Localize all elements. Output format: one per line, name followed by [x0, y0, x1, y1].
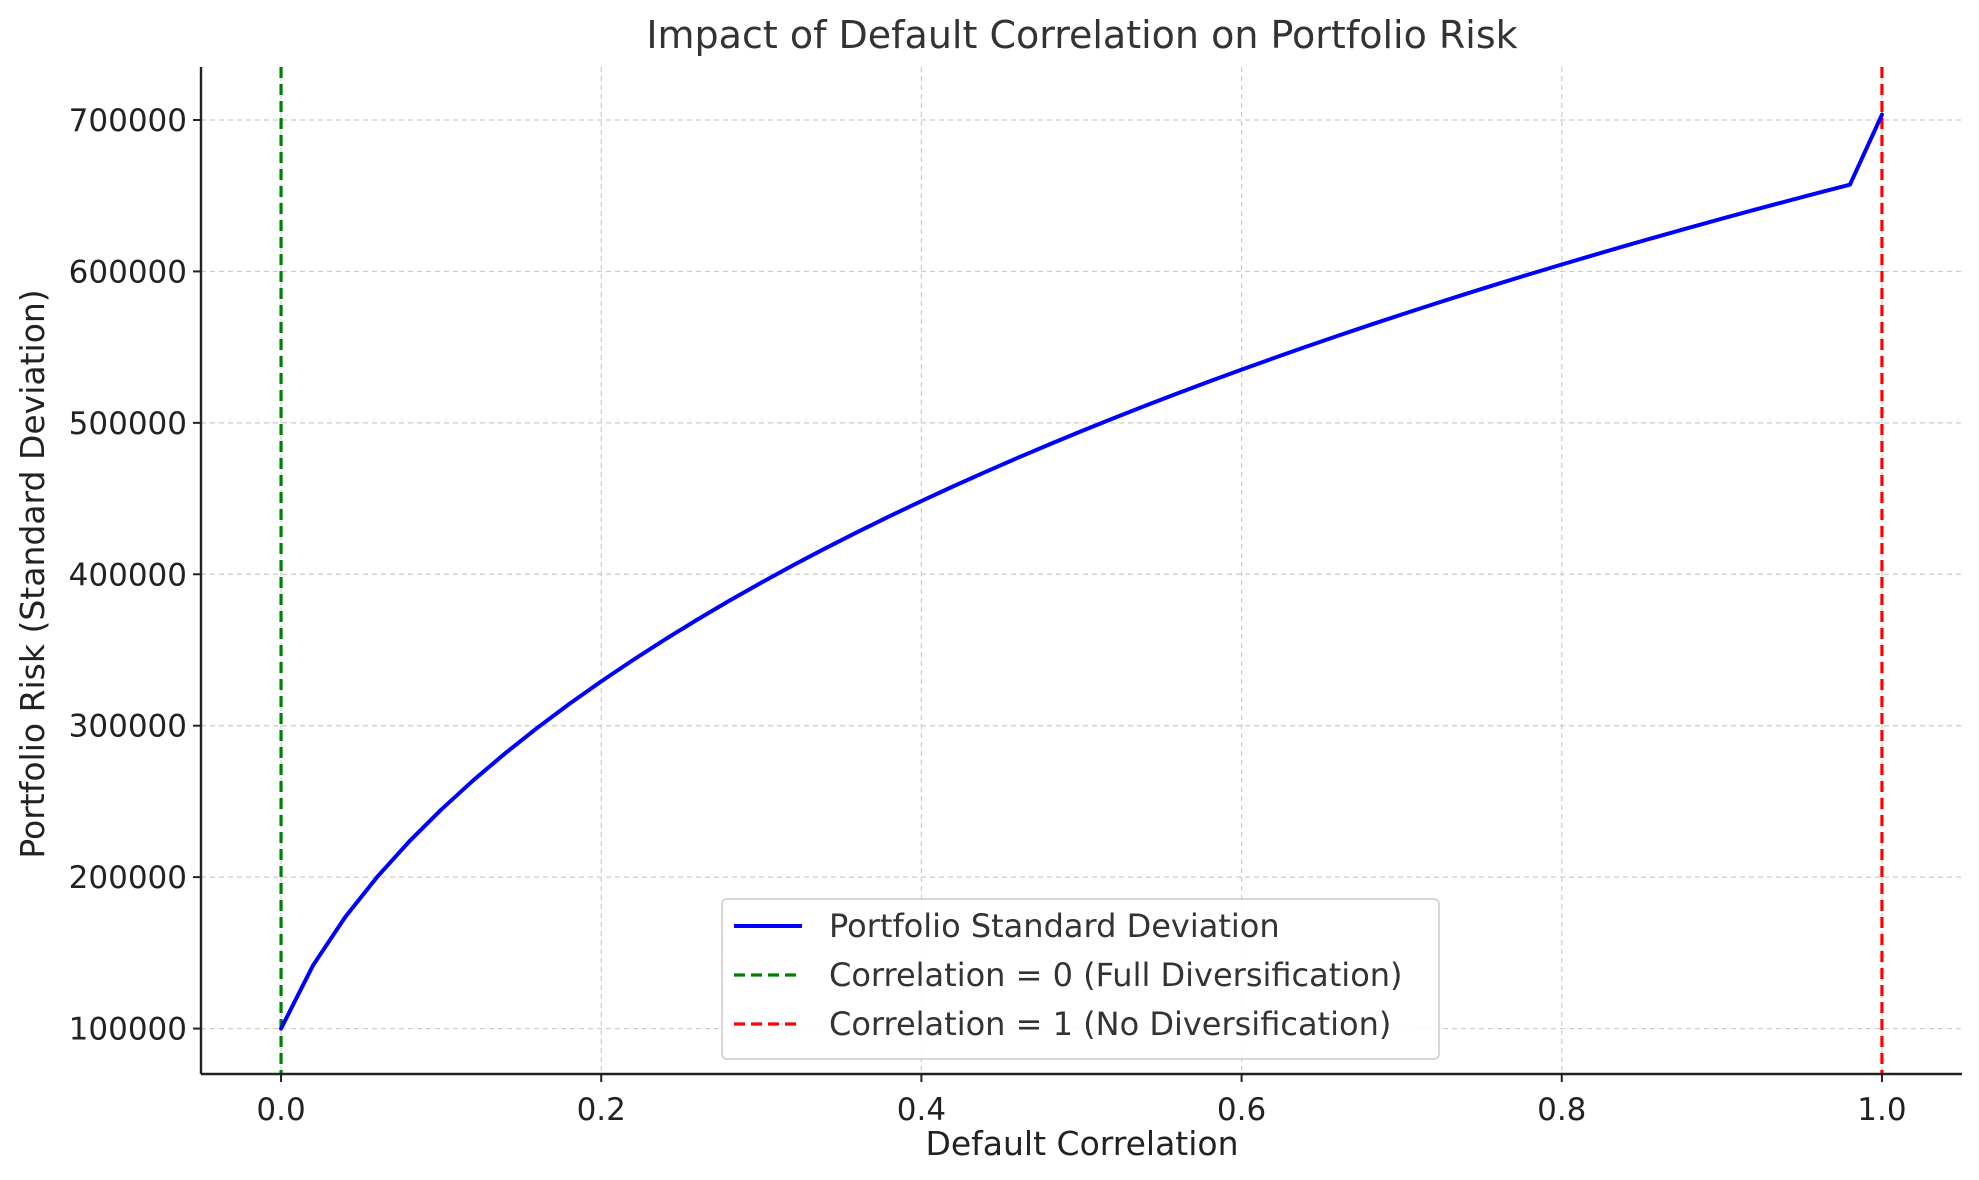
x-tick-label: 0.8: [1537, 1092, 1586, 1128]
y-axis-label: Portfolio Risk (Standard Deviation): [13, 289, 52, 858]
y-tick-label: 500000: [69, 406, 187, 442]
x-tick-label: 0.4: [897, 1092, 946, 1128]
series-layer: [279, 112, 1884, 1031]
legend-box: [721, 898, 1440, 1060]
legend-label: Portfolio Standard Deviation: [829, 907, 1280, 945]
y-tick-label: 700000: [69, 103, 187, 139]
series-line: [279, 112, 1884, 1031]
legend-label: Correlation = 0 (Full Diversification): [829, 956, 1403, 994]
x-tick-label: 0.0: [256, 1092, 305, 1128]
legend: Portfolio Standard Deviation Correlation …: [721, 898, 1440, 1060]
legend-label: Correlation = 1 (No Diversification): [829, 1005, 1391, 1043]
x-axis-label: Default Correlation: [925, 1124, 1238, 1163]
y-tick-label: 300000: [69, 709, 187, 745]
y-tick-label: 100000: [69, 1012, 187, 1048]
x-tick-label: 0.6: [1217, 1092, 1266, 1128]
x-tick-label: 0.2: [577, 1092, 626, 1128]
y-tick-label: 200000: [69, 860, 187, 896]
y-tick-label: 400000: [69, 557, 187, 593]
y-tick-label: 600000: [69, 254, 187, 290]
x-tick-label: 1.0: [1857, 1092, 1906, 1128]
ticks-layer: 0.0 0.2 0.4 0.6 0.8 1.0 100000 200000 300000 4000…: [69, 103, 1907, 1128]
axes-layer: [199, 67, 1962, 1076]
reference-lines: [279, 67, 1884, 1074]
chart-title: Impact of Default Correlation on Portfol…: [646, 13, 1517, 57]
